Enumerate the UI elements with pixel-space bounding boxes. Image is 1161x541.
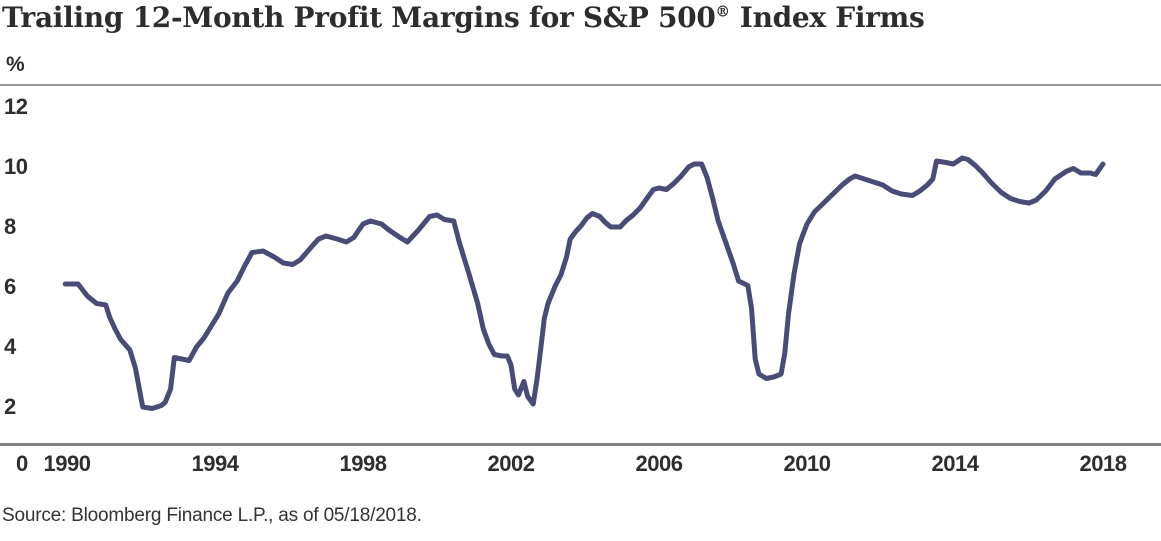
y-tick-label: 6 xyxy=(4,274,16,299)
profit-margin-line xyxy=(62,155,1106,411)
chart-title-text-2: Index Firms xyxy=(739,1,925,34)
chart-title-text: Trailing 12-Month Profit Margins for S&P… xyxy=(2,1,716,34)
x-tick-label: 1994 xyxy=(191,451,239,476)
registered-trademark-icon: ® xyxy=(715,3,731,21)
x-tick-label: 2014 xyxy=(931,451,979,476)
x-tick-label: 2002 xyxy=(487,451,535,476)
x-tick-label: 1998 xyxy=(339,451,387,476)
y-tick-label: 2 xyxy=(4,394,16,419)
x-tick-label: 2018 xyxy=(1079,451,1127,476)
x-tick-label: 2010 xyxy=(783,451,831,476)
x-tick-label: 2006 xyxy=(635,451,683,476)
y-zero-tick-label: 0 xyxy=(16,451,28,476)
y-tick-label: 12 xyxy=(4,94,28,119)
y-tick-label: 10 xyxy=(4,154,28,179)
source-note: Source: Bloomberg Finance L.P., as of 05… xyxy=(2,505,422,526)
y-tick-label: 8 xyxy=(4,214,16,239)
x-tick-label: 1990 xyxy=(43,451,91,476)
y-tick-label: 4 xyxy=(4,334,16,359)
x-axis-line xyxy=(0,443,1161,446)
y-axis-unit-label: % xyxy=(6,53,25,76)
chart-title: Trailing 12-Month Profit Margins for S&P… xyxy=(2,1,925,34)
chart-top-border xyxy=(0,84,1161,86)
